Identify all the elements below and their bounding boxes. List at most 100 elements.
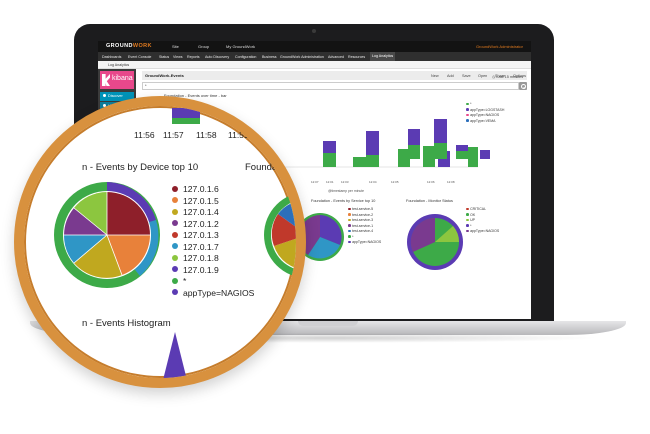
tick-label: 11:58 — [196, 130, 217, 140]
nav-status[interactable]: Status — [159, 54, 170, 59]
magnifier-zoom: 11:56 11:57 11:58 11:59 12:00 n - Events… — [14, 96, 306, 388]
time-picker[interactable]: ◷ Last 15 minutes — [492, 74, 523, 79]
legend-item: 127.0.1.8 — [172, 253, 254, 265]
legend-swatch — [172, 220, 178, 227]
pie-slice — [74, 235, 122, 278]
nav-business[interactable]: Business — [262, 54, 277, 59]
kibana-k-icon — [102, 74, 110, 86]
nav-reports[interactable]: Reports — [187, 54, 200, 59]
nav-advanced[interactable]: Advanced — [328, 54, 344, 59]
legend-swatch — [348, 213, 351, 216]
by-device-legend: 127.0.1.6 127.0.1.5 127.0.1.4 127.0.1.2 … — [172, 184, 254, 299]
options-button[interactable]: Options — [513, 73, 527, 78]
bar — [456, 151, 468, 159]
nav-resources[interactable]: Resources — [348, 54, 366, 59]
legend-item: appType=VEMA — [466, 119, 504, 125]
pie-slice — [435, 226, 460, 242]
pie-slice — [64, 208, 107, 235]
pie-slice — [308, 237, 340, 259]
legend-swatch — [466, 108, 469, 111]
logo-text-prefix: GROUND — [106, 43, 133, 49]
discover-label: Discover — [108, 94, 123, 98]
main-nav: Dashboards Event Console Status Views Re… — [98, 52, 531, 61]
nav-configuration[interactable]: Configuration — [235, 54, 257, 59]
topbar-group[interactable]: Group — [198, 44, 210, 49]
nav-views[interactable]: Views — [173, 54, 183, 59]
groundwork-logo[interactable]: GROUNDWORK — [106, 43, 152, 49]
tick-label: 12:08 — [447, 180, 455, 184]
by-device-title: n - Events by Device top 10 — [82, 162, 199, 173]
discover-icon — [103, 94, 106, 97]
save-button[interactable]: Save — [462, 73, 471, 78]
bar — [468, 154, 478, 167]
pie-slice — [278, 201, 296, 228]
tick-label: 12:07 — [311, 180, 319, 184]
search-input[interactable]: * — [142, 82, 519, 90]
legend-item: test-service-2 — [348, 213, 381, 219]
events-over-time-chart — [158, 131, 478, 168]
monitor-status-pie — [407, 214, 463, 270]
new-button[interactable]: New — [431, 73, 439, 78]
bar — [398, 149, 410, 167]
legend-swatch — [172, 231, 178, 238]
nav-groundwork-administration[interactable]: GroundWork Administration — [280, 54, 324, 59]
legend-swatch — [172, 208, 178, 215]
pie-dividers — [64, 192, 150, 276]
nav-log-analytics[interactable]: Log Analytics — [370, 52, 396, 61]
legend-item: UP — [466, 218, 499, 224]
legend-item: appType=NAGIOS — [466, 229, 499, 235]
dashboard-title: GroundWork-Events — [145, 73, 184, 78]
legend-swatch — [172, 277, 178, 284]
bar — [434, 143, 447, 159]
bar — [423, 146, 435, 167]
histogram-bar — [163, 332, 187, 378]
legend-item: * — [348, 235, 381, 241]
tick-label: 12:04 — [369, 180, 377, 184]
bar — [468, 147, 478, 159]
legend-item: 127.0.1.5 — [172, 196, 254, 208]
laptop-shadow — [60, 333, 600, 343]
kibana-menu-discover[interactable]: Discover — [100, 92, 134, 101]
legend-item: 127.0.1.3 — [172, 230, 254, 242]
legend-item: appType=NAGIOS — [172, 288, 254, 300]
legend-swatch — [466, 229, 469, 233]
legend-item: test-service-3 — [348, 218, 381, 224]
legend-swatch — [466, 102, 469, 106]
legend-item: 127.0.1.2 — [172, 219, 254, 231]
add-button[interactable]: Add — [447, 73, 454, 78]
by-service-zoom-pie — [264, 193, 296, 277]
time-range-label: Last 15 minutes — [496, 74, 524, 79]
visualize-icon — [103, 104, 106, 107]
open-button[interactable]: Open — [478, 73, 488, 78]
by-device-pie — [54, 182, 160, 288]
nav-dashboards[interactable]: Dashboards — [102, 54, 122, 59]
groundwork-topbar: GROUNDWORK Site Group My GroundWork Grou… — [98, 41, 531, 52]
pie-slice — [274, 238, 296, 269]
search-icon[interactable] — [519, 82, 527, 90]
bar — [353, 157, 366, 167]
legend-item: 127.0.1.9 — [172, 265, 254, 277]
pie-slice — [320, 215, 342, 245]
kibana-logo[interactable]: kibana — [100, 71, 134, 89]
legend-swatch — [172, 197, 178, 204]
nav-auto-discovery[interactable]: Auto Discovery — [205, 54, 230, 59]
legend-swatch — [466, 218, 469, 222]
topbar-site[interactable]: Site — [172, 44, 179, 49]
legend-swatch — [348, 207, 351, 211]
share-button[interactable]: Share — [495, 73, 506, 78]
kibana-logo-text: kibana — [112, 75, 133, 82]
pie-slice — [107, 192, 150, 235]
legend-swatch — [466, 113, 469, 117]
page-header: Log Analytics — [98, 61, 531, 69]
legend-item: appType=NAGIOS — [466, 113, 504, 119]
topbar-my-groundwork[interactable]: My GroundWork — [226, 44, 256, 49]
nav-event-console[interactable]: Event Console — [128, 54, 152, 59]
legend-swatch — [466, 119, 469, 122]
events-over-time-title: Foundation - Events over time - bar — [164, 93, 227, 98]
legend-item: * — [466, 224, 499, 230]
clock-icon: ◷ — [492, 74, 497, 79]
magnifier-content: 11:56 11:57 11:58 11:59 12:00 n - Events… — [24, 106, 296, 378]
pie-slice — [63, 235, 107, 263]
legend-item: OK — [466, 213, 499, 219]
admin-user-link[interactable]: GroundWork Administrator — [475, 44, 523, 49]
